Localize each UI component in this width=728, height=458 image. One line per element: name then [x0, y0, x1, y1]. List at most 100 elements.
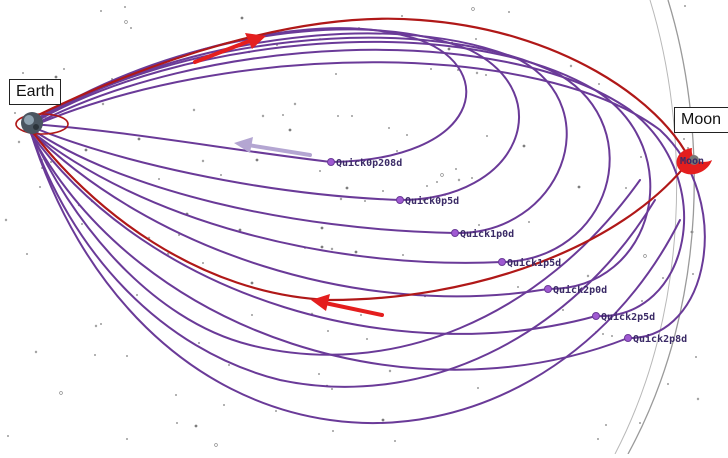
- star-dot: [194, 424, 198, 428]
- star-dot: [360, 314, 362, 316]
- star-dot: [602, 333, 604, 335]
- star-dot: [611, 335, 613, 337]
- waypoint-2: Quick0p5d: [396, 195, 459, 207]
- star-dot: [569, 64, 573, 68]
- star-dot: [687, 147, 689, 149]
- star-dot: [100, 10, 102, 12]
- return-direction-arrow: [311, 294, 384, 317]
- trajectory-quick2p5d-return: [29, 131, 597, 335]
- star-dot: [124, 6, 126, 8]
- star-field: [4, 5, 700, 447]
- earth-globe-icon: [21, 112, 43, 134]
- star-dot: [440, 173, 444, 177]
- waypoint-dot-icon: [451, 229, 459, 237]
- trajectory-quick1p5d-return: [29, 129, 503, 264]
- star-dot: [220, 174, 222, 176]
- star-dot: [288, 128, 292, 132]
- star-dot: [471, 177, 473, 179]
- star-dot: [366, 338, 368, 340]
- star-dot: [327, 330, 329, 332]
- star-dot: [7, 435, 9, 437]
- waypoint-dot-icon: [544, 285, 552, 293]
- waypoint-label: Quick2p5d: [601, 311, 655, 323]
- loop-outer-3: [29, 129, 641, 356]
- star-dot: [137, 137, 141, 141]
- star-dot: [684, 5, 686, 7]
- star-dot: [396, 150, 398, 152]
- waypoint-3: Quick1p0d: [451, 228, 514, 240]
- moon-marker-icon: Moon: [676, 148, 712, 175]
- star-dot: [667, 383, 669, 385]
- star-dot: [282, 114, 284, 116]
- waypoint-label: Quick0p5d: [405, 195, 459, 207]
- waypoint-dot-icon: [498, 258, 506, 266]
- star-dot: [293, 102, 297, 106]
- star-dot: [683, 138, 685, 140]
- star-dot: [332, 430, 334, 432]
- star-dot: [337, 115, 339, 117]
- star-dot: [485, 74, 487, 76]
- star-dot: [508, 11, 510, 13]
- star-dot: [50, 161, 52, 163]
- star-dot: [639, 422, 641, 424]
- star-dot: [126, 438, 128, 440]
- star-dot: [240, 16, 244, 20]
- return-transfer: [27, 125, 691, 302]
- star-dot: [261, 114, 265, 118]
- waypoint-label: Quick2p0d: [553, 284, 607, 296]
- star-dot: [251, 314, 253, 316]
- earth-label-text: Earth: [16, 83, 55, 100]
- trajectory-quick2p0d: [27, 40, 652, 291]
- star-dot: [640, 156, 642, 158]
- star-dot: [354, 250, 358, 254]
- star-dot: [475, 38, 477, 40]
- moon-orbit-inner: [614, 0, 678, 455]
- trajectory-quick2p8d: [27, 61, 706, 340]
- outbound-transfer: [27, 17, 691, 161]
- star-dot: [401, 15, 403, 17]
- star-dot: [662, 277, 664, 279]
- star-dot: [335, 73, 337, 75]
- waypoint-label: Quick0p208d: [336, 157, 402, 169]
- star-dot: [522, 144, 526, 148]
- star-dot: [175, 394, 177, 396]
- star-dot: [100, 323, 102, 325]
- star-dot: [692, 273, 694, 275]
- waypoint-label: Quick1p0d: [460, 228, 514, 240]
- star-dot: [477, 387, 479, 389]
- outbound-direction-arrow: [193, 33, 266, 64]
- star-dot: [605, 424, 607, 426]
- trajectory-quick2p0d-return: [29, 129, 549, 298]
- star-dot: [201, 159, 205, 163]
- loop-outer-2: [29, 129, 656, 388]
- star-dot: [696, 397, 700, 401]
- star-dot: [330, 247, 334, 251]
- star-dot: [214, 443, 218, 447]
- star-dot: [228, 364, 230, 366]
- reverse-direction-arrow: [234, 137, 312, 157]
- star-dot: [345, 186, 349, 190]
- star-dot: [26, 253, 28, 255]
- waypoint-label: Quick2p8d: [633, 333, 687, 345]
- earth-departure-loop: [15, 113, 69, 135]
- star-dot: [339, 197, 343, 201]
- waypoint-1: Quick0p208d: [327, 157, 402, 169]
- star-dot: [486, 135, 488, 137]
- star-dot: [223, 404, 225, 406]
- star-dot: [238, 228, 242, 232]
- star-dot: [364, 200, 366, 202]
- star-dot: [562, 309, 564, 311]
- star-dot: [178, 234, 180, 236]
- waypoint-dot-icon: [592, 312, 600, 320]
- quick-return-trajectories: [27, 27, 706, 425]
- star-dot: [192, 108, 196, 112]
- waypoint-label: Quick1p5d: [507, 257, 561, 269]
- moon-label: Moon: [674, 107, 728, 133]
- star-dot: [517, 286, 519, 288]
- star-dot: [426, 185, 428, 187]
- star-dot: [455, 168, 457, 170]
- star-dot: [471, 7, 475, 11]
- star-dot: [130, 27, 132, 29]
- star-dot: [625, 187, 627, 189]
